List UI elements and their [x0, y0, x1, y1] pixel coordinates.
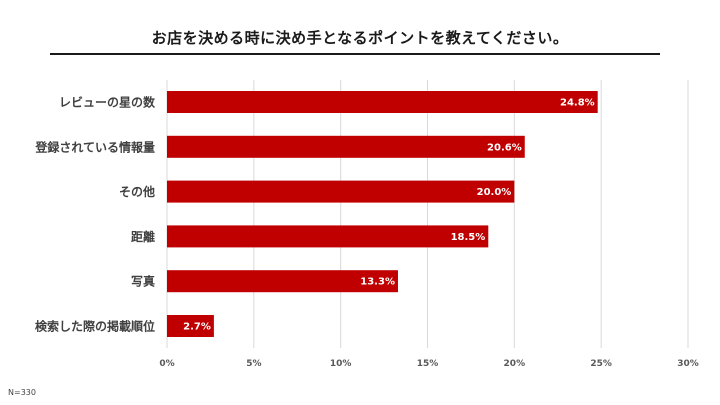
bar [167, 315, 214, 337]
bars [167, 91, 598, 337]
bar [167, 135, 525, 158]
category-label: 検索した際の掲載順位 [35, 319, 155, 334]
x-axis-tick-labels: 0% 5% 10% 15% 20% 25% 30% [159, 359, 698, 369]
x-tick-label: 20% [504, 359, 526, 369]
x-tick-label: 15% [417, 359, 439, 369]
x-tick-label: 10% [330, 359, 352, 369]
bar [167, 270, 398, 293]
bar-value-label: 24.8% [560, 98, 595, 109]
x-tick-label: 25% [590, 359, 612, 369]
bar-value-label: 20.6% [487, 142, 522, 153]
category-label: 登録されている情報量 [34, 139, 155, 154]
bar [167, 180, 515, 203]
bar-value-label: 18.5% [451, 232, 486, 243]
category-label: 写真 [131, 274, 155, 289]
sample-size-note: N=330 [8, 388, 36, 397]
x-tick-label: 0% [159, 359, 174, 369]
category-label: レビューの星の数 [59, 95, 156, 110]
bar-value-label: 13.3% [360, 277, 395, 288]
category-label: 距離 [131, 229, 155, 244]
value-labels: 24.8% 20.6% 20.0% 18.5% 13.3% 2.7% [183, 98, 595, 333]
gridlines [166, 80, 689, 348]
bar-value-label: 2.7% [183, 322, 211, 333]
title-underline [50, 53, 660, 55]
category-label: その他 [119, 184, 155, 199]
bar [167, 225, 489, 248]
bar [167, 91, 598, 113]
chart-title: お店を決める時に決め手となるポイントを教えてください。 [151, 29, 569, 47]
x-tick-label: 5% [246, 359, 261, 369]
bar-value-label: 20.0% [477, 187, 512, 198]
x-tick-label: 30% [677, 359, 699, 369]
